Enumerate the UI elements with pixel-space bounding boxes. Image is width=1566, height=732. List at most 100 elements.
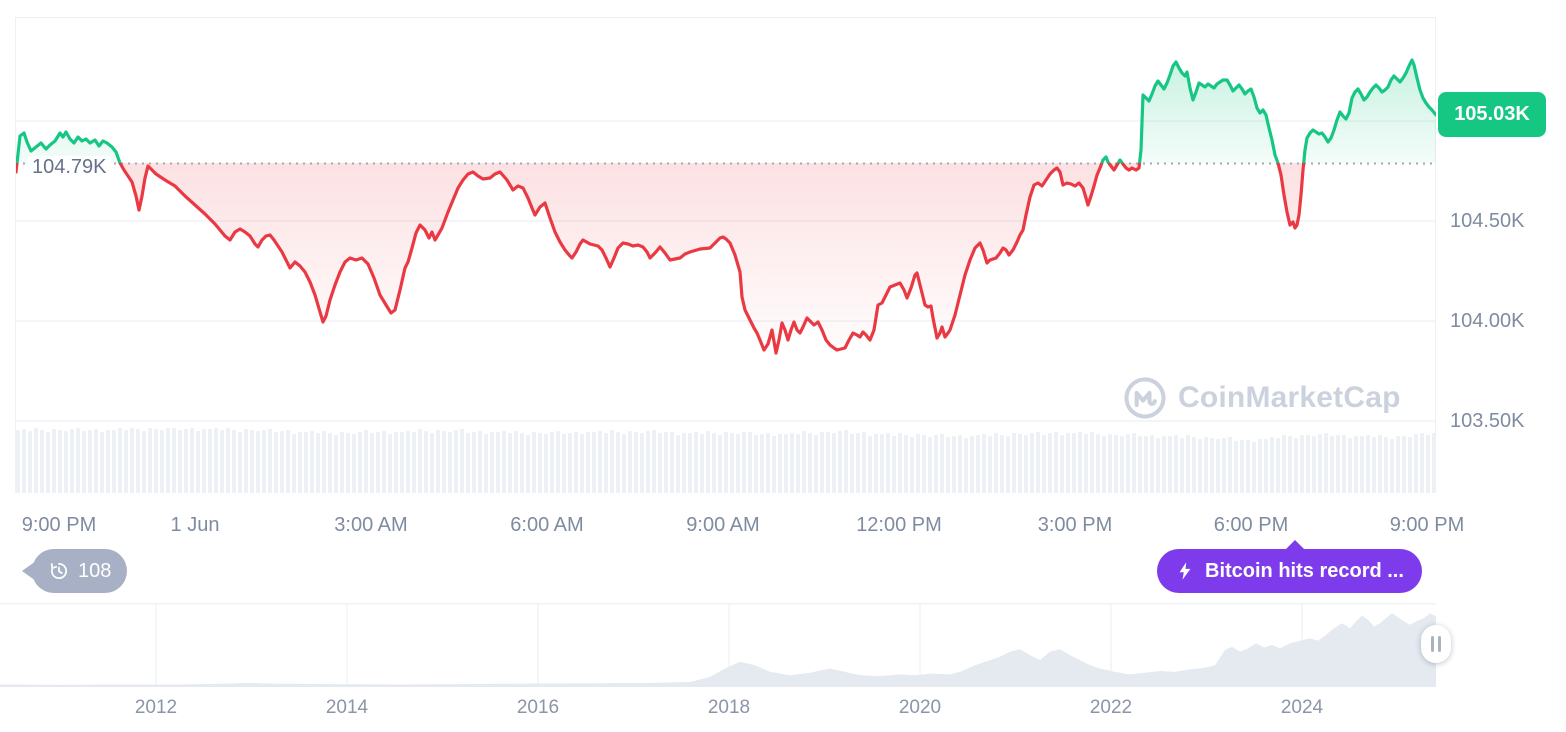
navigator-year-label: 2024 <box>1280 697 1324 718</box>
volume-bar <box>1390 439 1394 493</box>
volume-bar <box>1402 436 1406 493</box>
volume-bar <box>832 433 836 493</box>
volume-bar <box>1150 435 1154 493</box>
volume-bar <box>694 432 698 493</box>
navigator-year-label: 2014 <box>325 697 369 718</box>
history-events-badge[interactable]: 108 <box>22 549 128 593</box>
volume-bar <box>322 431 326 493</box>
volume-bar <box>220 430 224 493</box>
volume-bar <box>70 429 74 493</box>
volume-bar <box>1090 432 1094 493</box>
volume-bar <box>634 432 638 493</box>
volume-bar <box>1048 433 1052 493</box>
volume-bar <box>1210 438 1214 493</box>
volume-bar <box>1042 435 1046 493</box>
volume-bar <box>352 434 356 493</box>
volume-bar <box>1372 437 1376 493</box>
volume-bar <box>958 435 962 493</box>
volume-bar <box>802 431 806 493</box>
volume-bar <box>1216 439 1220 493</box>
volume-bar <box>1084 434 1088 493</box>
volume-bar <box>706 431 710 493</box>
volume-bar <box>1144 436 1148 493</box>
volume-bar <box>712 433 716 493</box>
volume-bar <box>988 436 992 493</box>
volume-bar <box>568 433 572 493</box>
volume-bar <box>82 431 86 493</box>
volume-bar <box>112 430 116 493</box>
volume-bar <box>22 429 26 493</box>
volume-bar <box>1300 435 1304 493</box>
volume-bar <box>1096 434 1100 493</box>
volume-bar <box>550 432 554 493</box>
volume-bar <box>142 431 146 493</box>
volume-bar <box>652 430 656 493</box>
volume-bar <box>154 429 158 493</box>
news-annotation-badge[interactable]: Bitcoin hits record ... <box>1157 540 1422 593</box>
volume-bar <box>574 432 578 493</box>
volume-bar <box>328 433 332 493</box>
volume-bar <box>754 435 758 493</box>
volume-bar <box>760 434 764 493</box>
volume-bar <box>886 433 890 493</box>
volume-bar <box>148 428 152 493</box>
volume-bar <box>478 431 482 493</box>
x-axis-label: 1 Jun <box>170 514 220 536</box>
volume-bar <box>1312 436 1316 493</box>
volume-bar <box>1102 436 1106 493</box>
x-axis-label: 6:00 PM <box>1213 514 1289 536</box>
volume-bar <box>106 430 110 493</box>
volume-bar <box>346 433 350 493</box>
volume-bar <box>838 431 842 493</box>
volume-bar <box>826 432 830 493</box>
volume-bar <box>1000 435 1004 493</box>
navigator-resize-handle[interactable] <box>1421 625 1451 663</box>
volume-bar <box>298 432 302 493</box>
x-axis-label: 12:00 PM <box>856 514 942 536</box>
volume-bar <box>1408 437 1412 493</box>
volume-bar <box>1246 440 1250 493</box>
volume-bar <box>1012 433 1016 493</box>
y-axis-label: 103.50K <box>1450 410 1525 432</box>
volume-bar <box>796 434 800 493</box>
volume-bar <box>868 436 872 493</box>
volume-bar <box>664 432 668 493</box>
volume-bars <box>16 427 1436 493</box>
volume-bar <box>268 429 272 493</box>
watermark-text: CoinMarketCap <box>1178 381 1401 414</box>
volume-bar <box>130 428 134 493</box>
volume-bar <box>736 434 740 493</box>
volume-bar <box>1192 437 1196 493</box>
clock-history-icon <box>50 562 68 580</box>
volume-bar <box>184 429 188 493</box>
volume-bar <box>718 435 722 493</box>
baseline-price-label: 104.79K <box>28 156 111 179</box>
volume-bar <box>178 430 182 493</box>
volume-bar <box>1306 435 1310 493</box>
volume-bar <box>1180 438 1184 493</box>
coinmarketcap-logo-icon <box>1124 377 1166 419</box>
chart-frame <box>15 17 1436 493</box>
price-chart-plot[interactable] <box>16 0 1436 500</box>
volume-bar <box>976 435 980 493</box>
volume-bar <box>1204 437 1208 493</box>
volume-bar <box>682 433 686 493</box>
volume-bar <box>1294 438 1298 493</box>
volume-bar <box>538 433 542 493</box>
volume-bar <box>526 435 530 493</box>
x-axis-label: 9:00 PM <box>1389 514 1465 536</box>
volume-bar <box>784 434 788 493</box>
navigator-year-label: 2012 <box>134 697 178 718</box>
volume-bar <box>898 433 902 493</box>
volume-bar <box>124 430 128 493</box>
volume-bar <box>358 432 362 493</box>
range-navigator[interactable] <box>0 603 1566 687</box>
volume-bar <box>1276 438 1280 493</box>
volume-bar <box>952 436 956 493</box>
volume-bar <box>808 433 812 493</box>
volume-bar <box>1054 432 1058 493</box>
volume-bar <box>160 430 164 493</box>
volume-bar <box>616 432 620 493</box>
volume-bar <box>1396 436 1400 493</box>
